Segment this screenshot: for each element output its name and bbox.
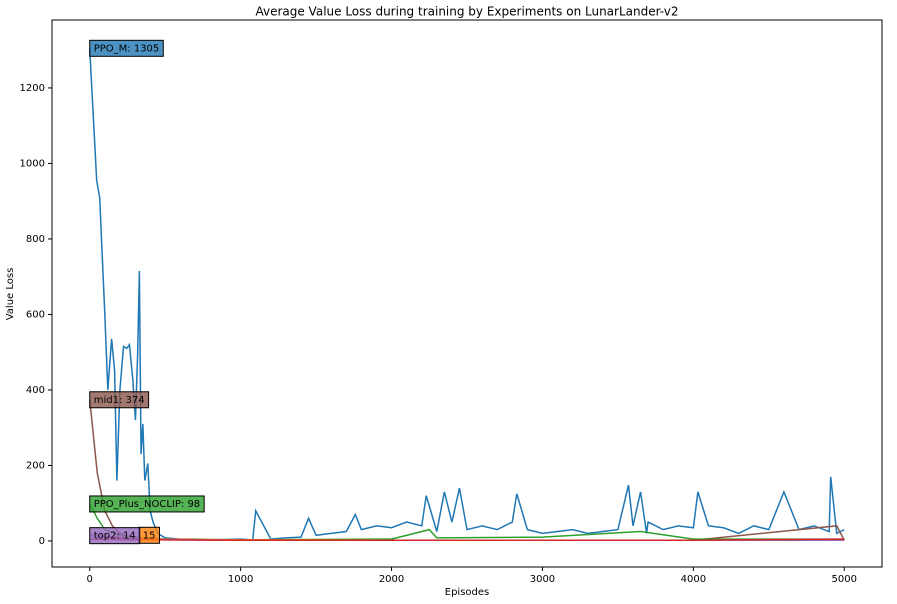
y-tick-label: 400: [26, 385, 45, 396]
annotation-box: [89, 527, 141, 545]
x-tick-label: 1000: [228, 574, 253, 585]
annotation: PPO_M: 1305: [94, 43, 160, 54]
annotation-box: [89, 39, 164, 57]
y-tick-label: 800: [26, 234, 45, 245]
y-tick-label: 0: [39, 536, 45, 547]
y-tick-label: 1200: [20, 83, 45, 94]
annotation: 15: [143, 530, 156, 541]
annotation: PPO_Plus_NOCLIP: 98: [94, 499, 200, 510]
x-tick-label: 0: [87, 574, 93, 585]
x-tick-label: 3000: [530, 574, 555, 585]
chart-title: Average Value Loss during training by Ex…: [255, 5, 678, 19]
annotation: top2: 14: [94, 531, 136, 542]
line-series: [88, 48, 845, 541]
annotation-box: [89, 495, 205, 513]
x-axis-label: Episodes: [445, 587, 489, 598]
plot-frame: [51, 19, 883, 568]
x-tick-label: 5000: [832, 574, 857, 585]
y-tick-label: 1000: [20, 158, 45, 169]
annotation: mid1: 374: [94, 395, 145, 406]
x-tick-label: 2000: [379, 574, 404, 585]
y-axis-label: Value Loss: [5, 268, 16, 321]
annotation-box: [89, 391, 150, 409]
y-tick-label: 200: [26, 460, 45, 471]
y-tick-label: 600: [26, 309, 45, 320]
x-tick-label: 4000: [681, 574, 706, 585]
